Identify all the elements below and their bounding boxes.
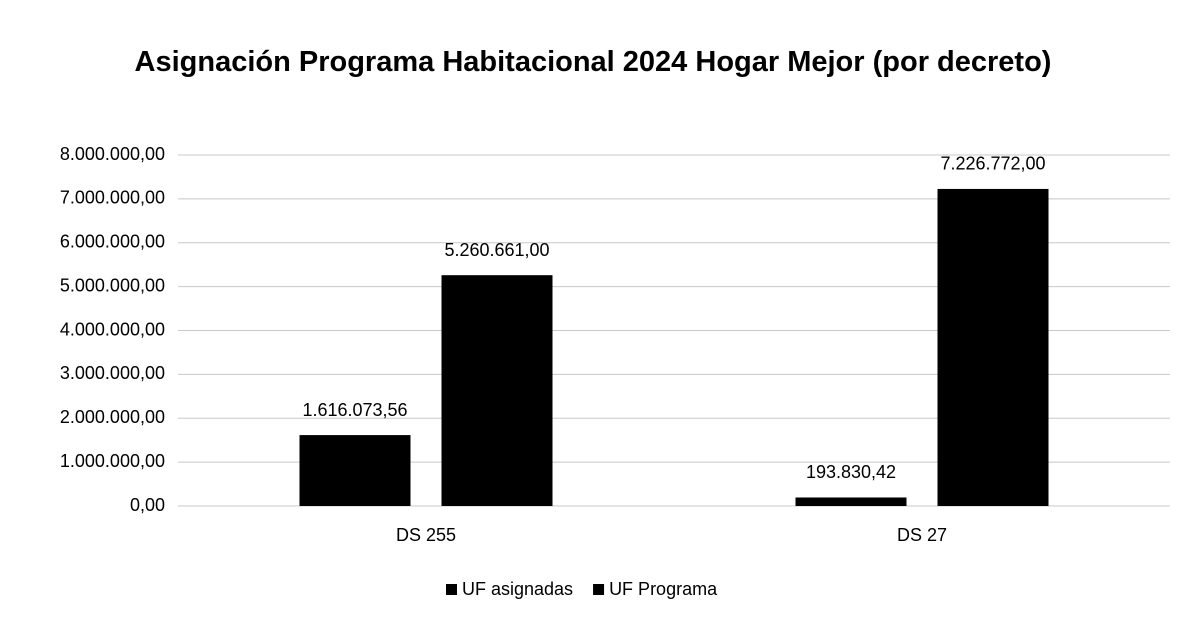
bar [441,275,553,506]
x-tick-label: DS 27 [897,525,947,545]
y-tick-label: 2.000.000,00 [60,407,165,427]
legend-swatch [446,584,457,595]
legend-label: UF Programa [609,579,718,599]
legend-swatch [593,584,605,595]
y-tick-label: 1.000.000,00 [60,451,165,471]
y-tick-label: 8.000.000,00 [60,144,165,164]
legend-label: UF asignadas [462,579,573,599]
y-tick-label: 7.000.000,00 [60,188,165,208]
y-tick-label: 0,00 [130,495,165,515]
value-label: 7.226.772,00 [940,154,1045,174]
bar [795,497,907,506]
chart-title: Asignación Programa Habitacional 2024 Ho… [134,46,1052,78]
x-tick-label: DS 255 [396,525,456,545]
value-label: 5.260.661,00 [444,240,549,260]
y-tick-label: 5.000.000,00 [60,275,165,295]
value-label: 193.830,42 [806,462,896,482]
y-tick-label: 4.000.000,00 [60,319,165,339]
bar [937,188,1049,506]
bar [299,435,411,506]
y-tick-label: 3.000.000,00 [60,363,165,383]
y-tick-label: 6.000.000,00 [60,232,165,252]
value-label: 1.616.073,56 [302,400,407,420]
